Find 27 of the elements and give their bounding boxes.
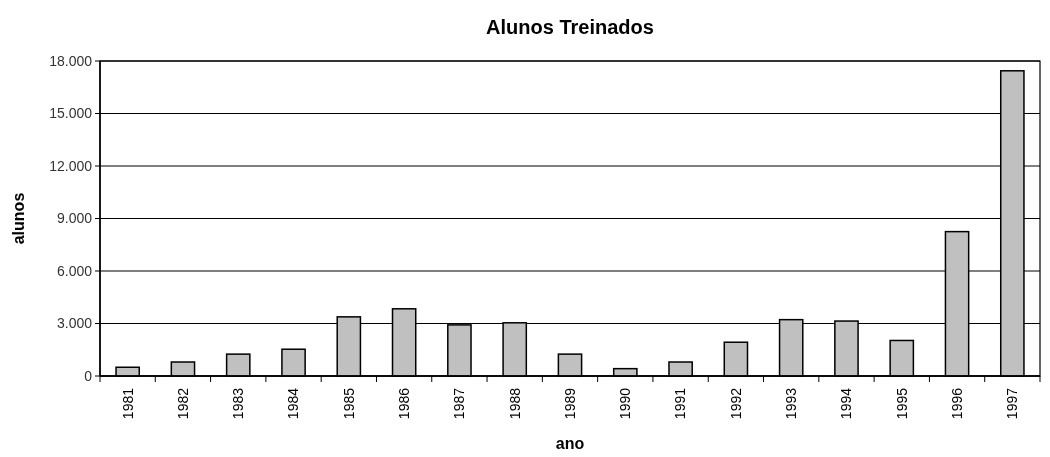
x-tick-label: 1988 (506, 387, 523, 420)
x-tick-label: 1984 (285, 387, 302, 420)
x-tick-label: 1991 (672, 387, 689, 420)
x-tick-label: 1995 (893, 387, 910, 420)
y-axis-title: alunos (10, 192, 27, 245)
y-tick-label: 9.000 (56, 210, 93, 227)
y-tick-label: 12.000 (49, 157, 93, 174)
x-tick-label: 1997 (1004, 387, 1021, 420)
x-tick-label: 1983 (230, 387, 247, 420)
y-tick-label: 6.000 (56, 262, 93, 279)
x-tick-label: 1981 (119, 387, 136, 420)
chart-title: Alunos Treinados (486, 16, 654, 38)
x-tick-label: 1982 (174, 387, 191, 420)
x-tick-label: 1993 (783, 387, 800, 420)
x-tick-label: 1994 (838, 387, 855, 420)
x-tick-label: 1992 (727, 387, 744, 420)
x-tick-label: 1989 (561, 387, 578, 420)
x-axis-title: ano (555, 435, 585, 452)
x-tick-label: 1990 (617, 387, 634, 420)
y-tick-label: 18.000 (49, 52, 93, 69)
x-tick-label: 1987 (451, 387, 468, 420)
x-tick-label: 1985 (340, 387, 357, 420)
x-tick-label: 1986 (396, 387, 413, 420)
y-tick-label: 0 (84, 367, 93, 384)
x-tick-label: 1996 (948, 387, 965, 420)
y-tick-label: 15.000 (49, 105, 93, 122)
y-tick-label: 3.000 (56, 315, 93, 332)
